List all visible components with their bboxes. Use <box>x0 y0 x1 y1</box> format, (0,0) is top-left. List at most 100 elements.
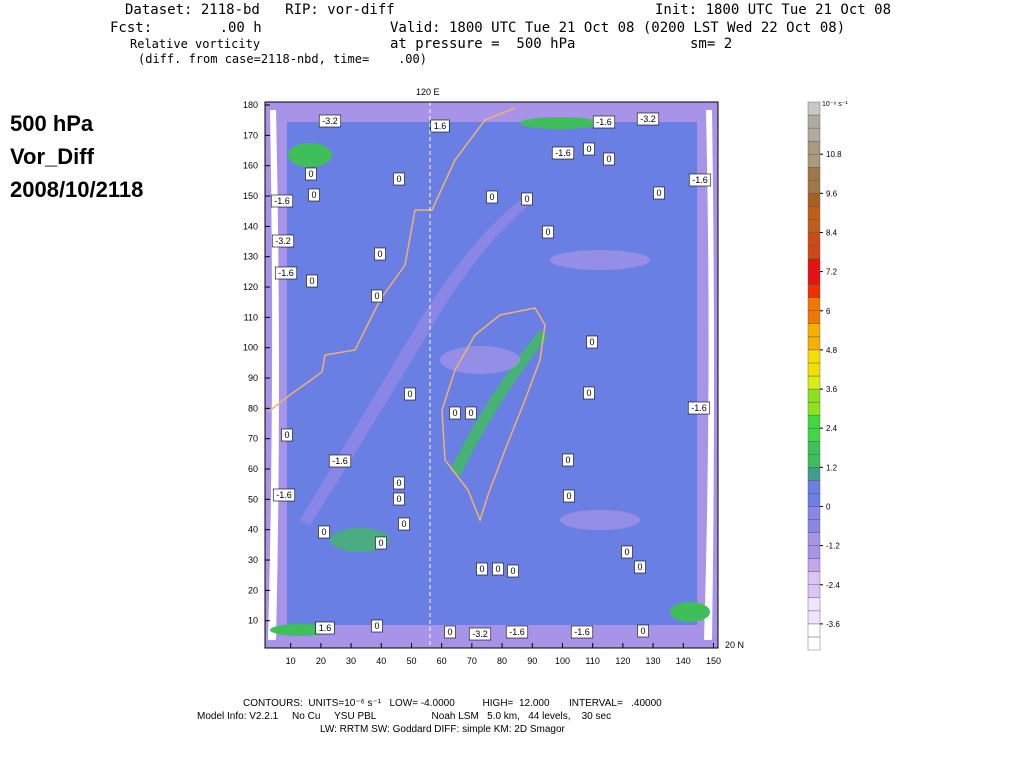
contour-label: 0 <box>371 619 383 633</box>
contour-label-box <box>688 173 712 187</box>
contour-label-box <box>521 192 533 206</box>
side-title: 500 hPa <box>10 111 94 136</box>
contour-label: 1.6 <box>315 621 335 635</box>
contour-label-box <box>653 186 665 200</box>
contour-label-text: 0 <box>401 519 406 529</box>
contour-label-box <box>492 562 504 576</box>
contour-label-box <box>636 112 660 126</box>
colorbar-box <box>807 467 821 481</box>
contour-label-box <box>308 188 320 202</box>
contour-label-text: 0 <box>374 621 379 631</box>
contour-label-box <box>586 335 598 349</box>
contour-label: 0 <box>374 247 386 261</box>
y-tick-label: 30 <box>248 555 258 565</box>
y-tick-label: 60 <box>248 464 258 474</box>
contour-label-box <box>371 289 383 303</box>
colorbar-box <box>807 101 821 116</box>
colorbar-box <box>807 349 821 364</box>
contour-label: 0 <box>603 152 615 166</box>
contour-label: 0 <box>318 525 330 539</box>
contour-label-text: 0 <box>311 190 316 200</box>
contour-label: 0 <box>371 289 383 303</box>
contour-label-text: -1.6 <box>276 490 292 500</box>
contour-label-text: 0 <box>637 562 642 572</box>
contour-label-box <box>621 545 633 559</box>
contour-label-text: -1.6 <box>509 627 525 637</box>
x-tick-label: 60 <box>437 656 447 666</box>
header-text: Relative vorticity <box>130 37 260 51</box>
contour-label: 0 <box>486 190 498 204</box>
contour-label-box <box>583 386 595 400</box>
contour-label: -1.6 <box>592 115 616 129</box>
contour-label-box <box>328 454 352 468</box>
contour-label: -1.6 <box>551 146 575 160</box>
y-tick-label: 120 <box>243 282 258 292</box>
contour-label: 0 <box>404 387 416 401</box>
colorbar-box <box>807 401 821 416</box>
header-text: Dataset: 2118-bd RIP: vor-diff <box>125 2 395 18</box>
contour-label-text: -1.6 <box>692 175 708 185</box>
colorbar-box <box>807 310 821 325</box>
contour-label-box <box>374 247 386 261</box>
colorbar-tick-label: 10.8 <box>826 150 842 159</box>
contour-label-box <box>507 564 519 578</box>
contour-label-text: 0 <box>452 408 457 418</box>
footer-text: LW: RRTM SW: Goddard DIFF: simple KM: 2D… <box>320 724 566 735</box>
y-tick-label: 100 <box>243 343 258 353</box>
x-tick-label: 150 <box>706 656 721 666</box>
contour-label-text: 0 <box>640 626 645 636</box>
contour-label-text: 0 <box>479 564 484 574</box>
contour-label: 0 <box>305 167 317 181</box>
contour-label-box <box>476 562 488 576</box>
contour-label-text: -1.6 <box>574 627 590 637</box>
contour-label-box <box>449 406 461 420</box>
y-tick-label: 10 <box>248 616 258 626</box>
contour-label-box <box>505 625 529 639</box>
contour-label-box <box>465 406 477 420</box>
contour-label-box <box>563 489 575 503</box>
colorbar-box <box>807 284 821 298</box>
colorbar-box <box>807 388 821 403</box>
contour-label-text: 0 <box>447 627 452 637</box>
y-tick-label: 140 <box>243 221 258 231</box>
colorbar-box <box>807 232 821 246</box>
colorbar-box <box>807 427 821 442</box>
header-text: Valid: 1800 UTC Tue 21 Oct 08 (0200 LST … <box>390 20 845 36</box>
contour-label: 0 <box>583 142 595 156</box>
contour-label: 0 <box>542 225 554 239</box>
colorbar-tick-label: 7.2 <box>826 268 838 277</box>
colorbar-box <box>807 414 821 429</box>
contour-label: 1.6 <box>430 119 450 133</box>
colorbar-box <box>807 636 821 651</box>
contour-label-text: 0 <box>495 564 500 574</box>
contour-label-text: 0 <box>524 194 529 204</box>
contour-label-box <box>318 525 330 539</box>
contour-label: -3.2 <box>468 627 492 641</box>
contour-label-box <box>468 627 492 641</box>
colorbar-box <box>807 114 821 129</box>
contour-label-box <box>375 536 387 550</box>
contour-label: 0 <box>281 428 293 442</box>
contour-label: 0 <box>306 274 318 288</box>
meridian-label: 120 E <box>416 87 440 97</box>
contour-label-box <box>398 517 410 531</box>
colorbar-tick-label: -3.6 <box>826 620 840 629</box>
contour-label-text: 0 <box>396 174 401 184</box>
contour-label: -3.2 <box>271 234 295 248</box>
contour-label: 0 <box>393 492 405 506</box>
contour-label: 0 <box>393 172 405 186</box>
contour-label-box <box>637 624 649 638</box>
contour-label-box <box>315 621 335 635</box>
y-tick-label: 20 <box>248 585 258 595</box>
contour-label-box <box>274 266 298 280</box>
header-text: (diff. from case=2118-nbd, time= .00) <box>138 52 427 66</box>
contour-label-text: 0 <box>489 192 494 202</box>
contour-label-box <box>570 625 594 639</box>
x-tick-label: 140 <box>676 656 691 666</box>
x-tick-label: 80 <box>497 656 507 666</box>
contour-label: -1.6 <box>570 625 594 639</box>
colorbar-box <box>807 193 821 207</box>
contour-label-text: 0 <box>510 566 515 576</box>
colorbar-box <box>807 506 821 520</box>
colorbar-tick-label: -2.4 <box>826 581 840 590</box>
